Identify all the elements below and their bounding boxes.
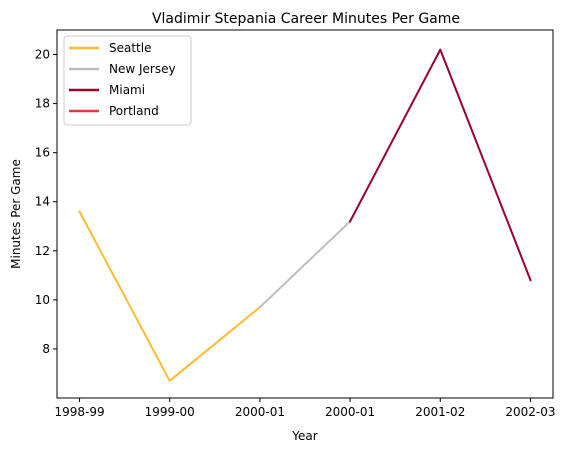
y-tick-label: 12 (35, 244, 50, 258)
x-tick-label: 1999-00 (145, 405, 195, 419)
y-tick-label: 16 (35, 146, 50, 160)
legend-label-new-jersey: New Jersey (109, 62, 176, 76)
legend: Seattle New Jersey Miami Portland (63, 35, 192, 126)
legend-label-seattle: Seattle (109, 41, 151, 55)
y-tick-label: 20 (35, 48, 50, 62)
chart-title: Vladimir Stepania Career Minutes Per Gam… (152, 11, 460, 27)
series-line-new-jersey (258, 219, 352, 309)
y-tick-label: 14 (35, 195, 50, 209)
legend-label-miami: Miami (109, 83, 145, 97)
x-tick-label: 2001-02 (415, 405, 465, 419)
x-tick-label: 2000-01 (325, 405, 375, 419)
y-tick-label: 10 (35, 293, 50, 307)
x-tick-label: 1998-99 (54, 405, 104, 419)
legend-label-portland: Portland (109, 104, 159, 118)
x-tick-label: 2002-03 (505, 405, 555, 419)
y-tick-label: 18 (35, 97, 50, 111)
x-axis-ticks: 1998-99 1999-00 2000-01 2000-01 2001-02 2002-… (54, 398, 556, 419)
x-axis-label: Year (291, 429, 317, 443)
legend-box (63, 35, 192, 126)
y-axis-ticks: 8 10 12 14 16 18 20 (35, 48, 57, 356)
plot-frame (56, 29, 554, 399)
y-axis-label: Minutes Per Game (9, 159, 23, 269)
x-tick-label: 2000-01 (235, 405, 285, 419)
series-line-seattle (78, 210, 262, 382)
series-line-miami (348, 48, 532, 282)
series-lines (78, 48, 532, 382)
legend-items: Seattle New Jersey Miami Portland (69, 41, 176, 118)
y-tick-label: 8 (42, 342, 50, 356)
